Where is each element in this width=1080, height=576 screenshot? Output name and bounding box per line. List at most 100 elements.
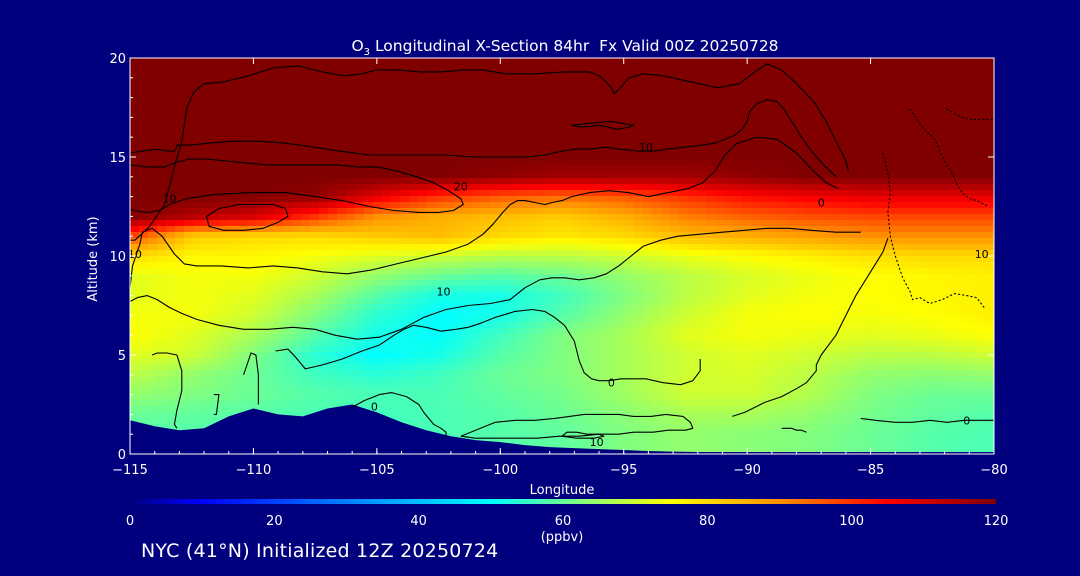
heatmap-cell — [769, 58, 779, 65]
heatmap-cell — [418, 364, 428, 371]
heatmap-cell — [328, 352, 338, 359]
heatmap-cell — [661, 58, 671, 65]
heatmap-cell — [859, 304, 869, 311]
heatmap-cell — [868, 112, 878, 119]
heatmap-cell — [697, 100, 707, 107]
heatmap-cell — [616, 328, 626, 335]
heatmap-cell — [886, 280, 896, 287]
heatmap-cell — [742, 190, 752, 197]
heatmap-cell — [706, 280, 716, 287]
heatmap-cell — [481, 268, 491, 275]
heatmap-cell — [985, 196, 994, 203]
heatmap-cell — [724, 220, 734, 227]
heatmap-cell — [904, 292, 914, 299]
heatmap-cell — [283, 274, 293, 281]
heatmap-cell — [886, 184, 896, 191]
heatmap-cell — [481, 196, 491, 203]
heatmap-cell — [427, 334, 437, 341]
heatmap-cell — [904, 238, 914, 245]
heatmap-cell — [715, 292, 725, 299]
heatmap-cell — [769, 208, 779, 215]
heatmap-cell — [427, 244, 437, 251]
heatmap-cell — [859, 220, 869, 227]
heatmap-cell — [310, 226, 320, 233]
heatmap-cell — [886, 130, 896, 137]
heatmap-cell — [211, 238, 221, 245]
heatmap-cell — [310, 286, 320, 293]
heatmap-cell — [400, 118, 410, 125]
heatmap-cell — [625, 184, 635, 191]
heatmap-cell — [445, 136, 455, 143]
heatmap-cell — [625, 196, 635, 203]
heatmap-cell — [400, 358, 410, 365]
heatmap-cell — [625, 340, 635, 347]
heatmap-cell — [697, 346, 707, 353]
heatmap-cell — [598, 166, 608, 173]
heatmap-cell — [913, 76, 923, 83]
heatmap-cell — [913, 364, 923, 371]
heatmap-cell — [769, 70, 779, 77]
heatmap-cell — [913, 334, 923, 341]
heatmap-cell — [328, 100, 338, 107]
heatmap-cell — [814, 208, 824, 215]
heatmap-cell — [949, 100, 959, 107]
heatmap-cell — [337, 346, 347, 353]
heatmap-cell — [382, 100, 392, 107]
heatmap-cell — [967, 304, 977, 311]
heatmap-cell — [922, 220, 932, 227]
heatmap-cell — [463, 58, 473, 65]
heatmap-cell — [229, 100, 239, 107]
heatmap-cell — [949, 202, 959, 209]
heatmap-cell — [778, 178, 788, 185]
heatmap-cell — [679, 190, 689, 197]
heatmap-cell — [499, 214, 509, 221]
heatmap-cell — [202, 262, 212, 269]
heatmap-cell — [715, 178, 725, 185]
heatmap-cell — [247, 304, 257, 311]
heatmap-cell — [202, 166, 212, 173]
heatmap-cell — [220, 250, 230, 257]
heatmap-cell — [310, 322, 320, 329]
heatmap-cell — [562, 310, 572, 317]
heatmap-cell — [130, 292, 140, 299]
heatmap-cell — [409, 328, 419, 335]
heatmap-cell — [391, 316, 401, 323]
heatmap-cell — [805, 340, 815, 347]
heatmap-cell — [166, 106, 176, 113]
heatmap-cell — [499, 286, 509, 293]
heatmap-cell — [967, 256, 977, 263]
heatmap-cell — [463, 256, 473, 263]
heatmap-cell — [985, 214, 994, 221]
heatmap-cell — [868, 334, 878, 341]
heatmap-cell — [526, 250, 536, 257]
heatmap-cell — [913, 178, 923, 185]
heatmap-cell — [364, 208, 374, 215]
heatmap-cell — [481, 82, 491, 89]
heatmap-cell — [715, 238, 725, 245]
heatmap-cell — [805, 208, 815, 215]
heatmap-cell — [274, 184, 284, 191]
heatmap-cell — [967, 70, 977, 77]
heatmap-cell — [778, 76, 788, 83]
heatmap-cell — [643, 64, 653, 71]
heatmap-cell — [814, 76, 824, 83]
heatmap-cell — [517, 238, 527, 245]
heatmap-cell — [985, 226, 994, 233]
heatmap-cell — [319, 352, 329, 359]
heatmap-cell — [958, 322, 968, 329]
heatmap-cell — [940, 202, 950, 209]
heatmap-cell — [760, 82, 770, 89]
heatmap-cell — [769, 172, 779, 179]
heatmap-cell — [643, 340, 653, 347]
heatmap-cell — [724, 172, 734, 179]
heatmap-cell — [328, 82, 338, 89]
heatmap-cell — [445, 70, 455, 77]
heatmap-cell — [148, 274, 158, 281]
heatmap-cell — [814, 100, 824, 107]
heatmap-cell — [400, 304, 410, 311]
heatmap-cell — [202, 298, 212, 305]
heatmap-cell — [148, 172, 158, 179]
heatmap-cell — [148, 94, 158, 101]
heatmap-cell — [283, 250, 293, 257]
heatmap-cell — [373, 94, 383, 101]
